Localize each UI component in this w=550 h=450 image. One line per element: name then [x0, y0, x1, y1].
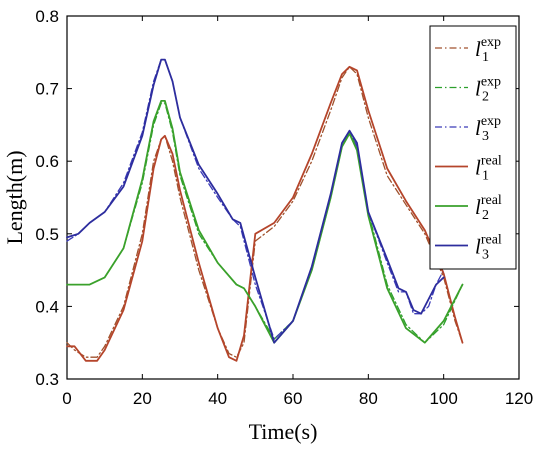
- legend-box: [429, 25, 517, 270]
- legend-label-sub: 2: [482, 90, 489, 105]
- x-tick-label: 40: [208, 389, 227, 408]
- legend-label-base: l: [475, 156, 481, 180]
- legend-label-base: l: [475, 37, 481, 61]
- legend-label-sub: 1: [482, 169, 489, 184]
- series-line-l3real: [66, 58, 445, 344]
- x-tick-label: 0: [62, 389, 71, 408]
- legend-label-base: l: [475, 116, 481, 140]
- legend-label-sub: 3: [482, 248, 489, 263]
- legend-label: lexp 1: [475, 35, 501, 65]
- legend-label-sup: real: [481, 154, 502, 169]
- legend-label-base: l: [475, 195, 481, 219]
- y-tick-label: 0.4: [35, 297, 59, 316]
- legend-label-sub: 3: [482, 129, 489, 144]
- y-tick-label: 0.5: [35, 225, 59, 244]
- legend-label-sub: 1: [482, 50, 489, 65]
- legend-label-sup: exp: [481, 75, 501, 90]
- x-axis-label: Time(s): [249, 419, 318, 444]
- legend-label: lexp 3: [475, 114, 501, 144]
- y-tick-label: 0.7: [35, 80, 59, 99]
- x-tick-label: 60: [284, 389, 303, 408]
- legend-label-base: l: [475, 235, 481, 259]
- legend-label-sup: real: [481, 193, 502, 208]
- legend-label: lexp 2: [475, 75, 501, 105]
- x-tick-label: 120: [505, 389, 533, 408]
- y-axis-label: Length(m): [2, 150, 27, 244]
- y-tick-label: 0.3: [35, 370, 59, 389]
- legend-label-base: l: [475, 77, 481, 101]
- legend-label-sup: exp: [481, 35, 501, 50]
- x-tick-label: 100: [429, 389, 457, 408]
- legend-label-sup: real: [481, 233, 502, 248]
- x-tick-label: 80: [359, 389, 378, 408]
- legend-label-sub: 2: [482, 208, 489, 223]
- legend-label: lreal 2: [475, 193, 502, 223]
- legend-label-sup: exp: [481, 114, 501, 129]
- series-line-l1real: [66, 65, 464, 362]
- legend-label: lreal 1: [475, 154, 502, 184]
- y-tick-label: 0.8: [35, 7, 59, 26]
- axis-ticks: 0 20 40 60 80 100 120 0.3 0.4 0.5 0.6 0.7 0.8: [35, 7, 533, 408]
- series-layer: [66, 58, 464, 362]
- series-line-l2real: [66, 100, 464, 344]
- legend-label: lreal 3: [475, 233, 502, 263]
- y-tick-label: 0.6: [35, 152, 59, 171]
- x-tick-label: 20: [133, 389, 152, 408]
